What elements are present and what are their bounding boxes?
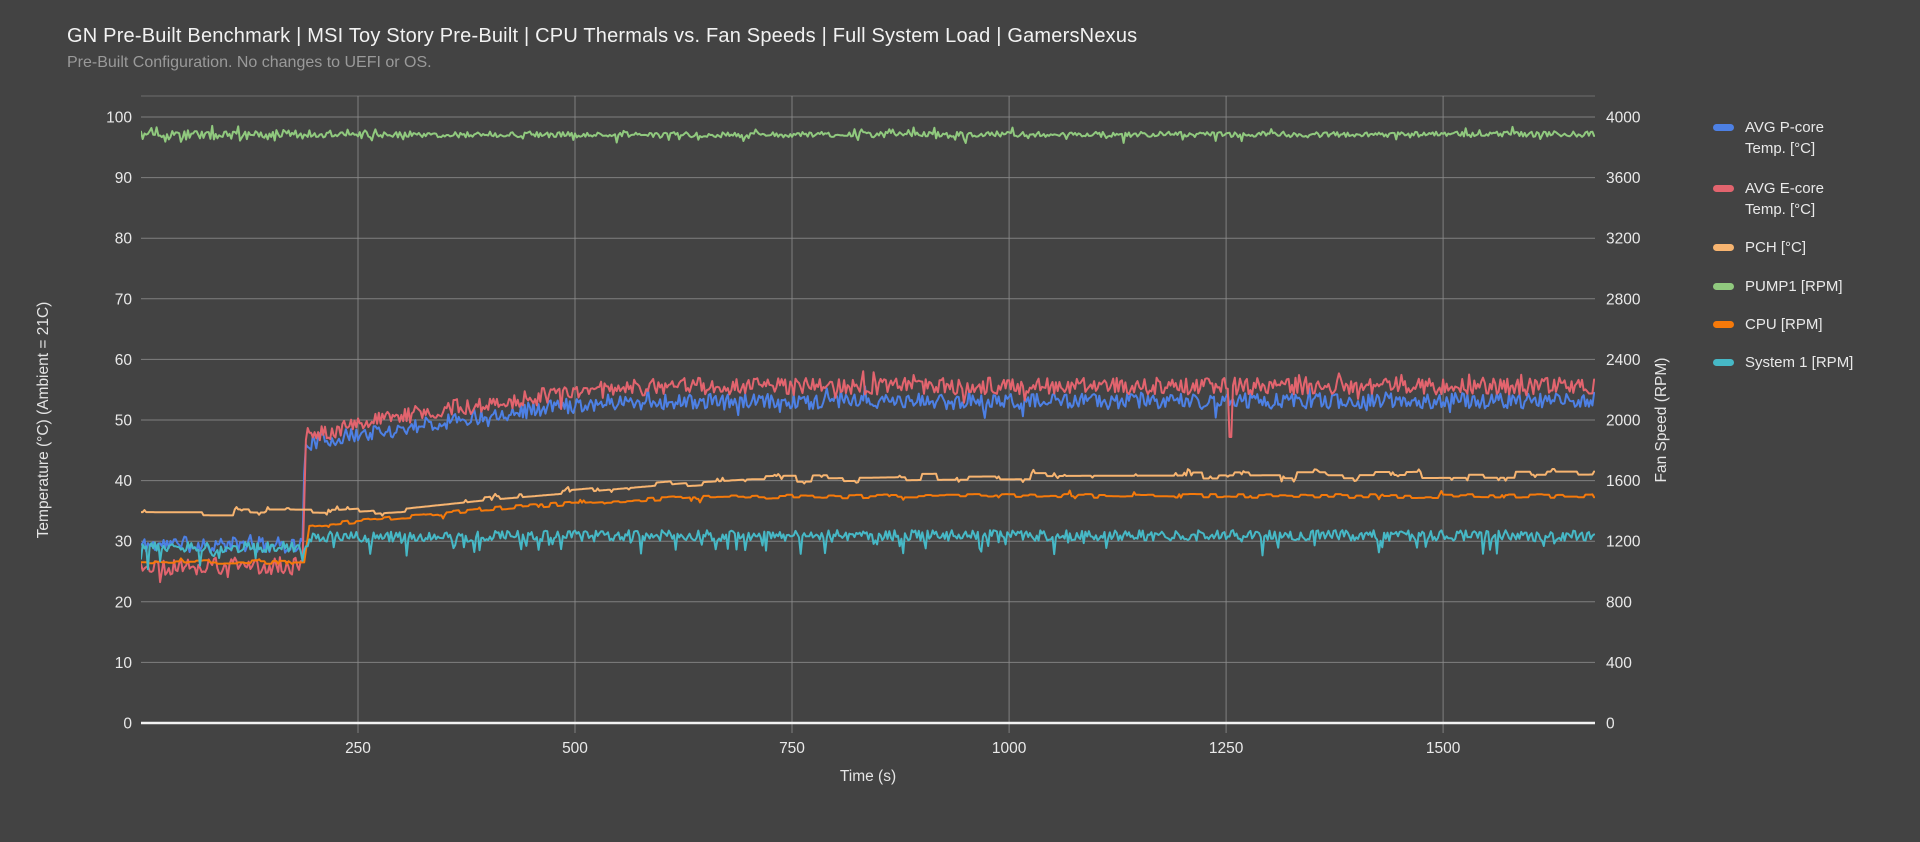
svg-text:3200: 3200	[1606, 231, 1641, 248]
series-line	[141, 489, 1595, 565]
legend-item-pch: PCH [°C]	[1713, 237, 1806, 258]
svg-text:750: 750	[779, 740, 805, 757]
svg-text:0: 0	[123, 716, 132, 733]
svg-text:70: 70	[115, 291, 133, 308]
svg-text:10: 10	[115, 655, 133, 672]
legend-label: System 1 [RPM]	[1745, 354, 1854, 371]
svg-text:500: 500	[562, 740, 588, 757]
svg-text:2400: 2400	[1606, 352, 1641, 369]
y-axis-right-tick-labels: 0 400 800 1200 1600 2000 2400 2800 3200 3600 4000	[1606, 110, 1641, 733]
svg-text:50: 50	[115, 413, 133, 430]
gridlines	[141, 95, 1595, 733]
e-core-series-swatch	[1713, 185, 1734, 192]
legend-item-avg-e-core-temp: AVG E-core Temp. [°C]	[1713, 178, 1857, 220]
legend-item-avg-p-core-temp: AVG P-core Temp. [°C]	[1713, 117, 1857, 159]
p-core-series-swatch	[1713, 124, 1734, 131]
y-axis-right-title: Fan Speed (RPM)	[1653, 358, 1670, 483]
svg-text:4000: 4000	[1606, 110, 1641, 127]
legend-item-cpu: CPU [RPM]	[1713, 314, 1823, 335]
svg-text:2800: 2800	[1606, 291, 1641, 308]
svg-text:100: 100	[106, 110, 132, 127]
legend-label: AVG P-core Temp. [°C]	[1745, 119, 1824, 157]
series-line	[141, 468, 1595, 517]
series-lines	[141, 124, 1595, 584]
svg-text:800: 800	[1606, 594, 1632, 611]
x-axis-tick-labels: 250 500 750 1000 1250 1500	[345, 740, 1461, 757]
series-line	[141, 385, 1595, 554]
svg-text:2000: 2000	[1606, 413, 1641, 430]
svg-text:1200: 1200	[1606, 534, 1641, 551]
legend-label: PCH [°C]	[1745, 239, 1807, 256]
legend-label: CPU [RPM]	[1745, 316, 1823, 333]
svg-text:3600: 3600	[1606, 170, 1641, 187]
svg-text:0: 0	[1606, 716, 1615, 733]
svg-text:1600: 1600	[1606, 473, 1641, 490]
chart-subtitle: Pre-Built Configuration. No changes to U…	[67, 54, 432, 71]
cpu-series-swatch	[1713, 321, 1734, 328]
legend-label: AVG E-core Temp. [°C]	[1745, 180, 1824, 218]
svg-text:1250: 1250	[1209, 740, 1244, 757]
series-line	[141, 370, 1595, 584]
pch-series-swatch	[1713, 244, 1734, 251]
chart-title: GN Pre-Built Benchmark | MSI Toy Story P…	[67, 25, 1138, 47]
svg-text:80: 80	[115, 231, 133, 248]
svg-text:30: 30	[115, 534, 133, 551]
x-axis-title: Time (s)	[840, 768, 896, 785]
svg-text:40: 40	[115, 473, 133, 490]
legend-item-system-1: System 1 [RPM]	[1713, 352, 1853, 373]
series-line	[141, 529, 1595, 571]
y-axis-left-title: Temperature (°C) (Ambient = 21C)	[35, 302, 52, 539]
svg-text:20: 20	[115, 594, 133, 611]
svg-text:1500: 1500	[1426, 740, 1461, 757]
y-axis-left-tick-labels: 0 10 20 30 40 50 60 70 80 90 100	[106, 110, 132, 733]
svg-text:250: 250	[345, 740, 371, 757]
svg-text:400: 400	[1606, 655, 1632, 672]
svg-text:1000: 1000	[992, 740, 1027, 757]
system1-series-swatch	[1713, 359, 1734, 366]
legend-item-pump1: PUMP1 [RPM]	[1713, 276, 1843, 297]
svg-text:90: 90	[115, 170, 133, 187]
legend-label: PUMP1 [RPM]	[1745, 278, 1843, 295]
pump1-series-swatch	[1713, 283, 1734, 290]
series-line	[141, 124, 1595, 144]
svg-text:60: 60	[115, 352, 133, 369]
